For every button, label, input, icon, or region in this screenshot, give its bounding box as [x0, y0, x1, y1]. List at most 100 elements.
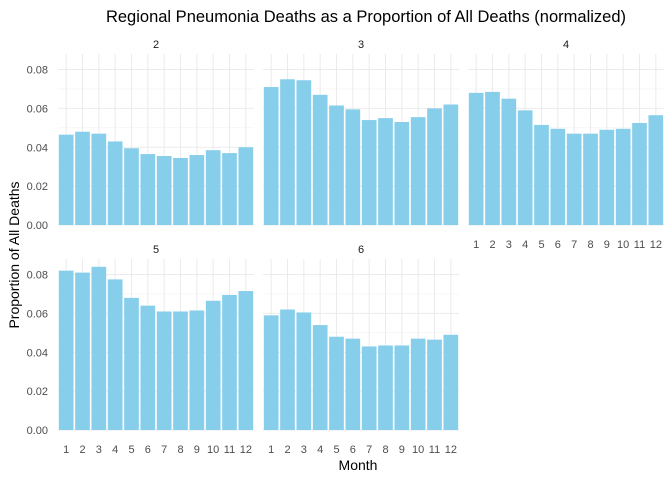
y-tick-label: 0.08 — [27, 65, 48, 77]
x-tick-label: 4 — [317, 444, 323, 456]
bar-4-month-1 — [468, 92, 484, 225]
bar-3-month-1 — [263, 87, 279, 225]
bar-2-month-3 — [91, 133, 107, 225]
bar-5-month-5 — [124, 297, 139, 430]
panel-background — [263, 54, 459, 225]
bar-4-month-12 — [648, 115, 664, 225]
x-tick-label: 1 — [63, 444, 69, 456]
x-tick-label: 2 — [284, 444, 290, 456]
bar-6-month-10 — [410, 338, 426, 430]
bar-6-month-4 — [312, 325, 328, 430]
x-tick-label: 7 — [571, 239, 577, 251]
bar-5-month-7 — [156, 311, 172, 430]
x-tick-label: 6 — [145, 444, 151, 456]
x-tick-label: 1 — [473, 239, 479, 251]
x-tick-label: 5 — [333, 444, 339, 456]
x-tick-label: 3 — [301, 444, 307, 456]
bar-6-month-2 — [280, 309, 295, 430]
chart-title: Regional Pneumonia Deaths as a Proportio… — [106, 8, 626, 26]
y-tick-label: 0.02 — [27, 181, 48, 193]
x-tick-label: 11 — [224, 444, 235, 456]
facet-panel-5: 50.000.020.040.060.081 2 3 4 5 6 7 8 9 10 11 12 — [27, 244, 254, 456]
x-tick-label: 10 — [617, 239, 629, 251]
bar-6-month-1 — [263, 315, 279, 430]
bar-5-month-11 — [222, 294, 237, 430]
x-axis-title: Month — [339, 457, 378, 473]
bar-3-month-7 — [361, 120, 377, 225]
bar-6-month-9 — [394, 345, 410, 430]
bar-6-month-3 — [296, 312, 312, 430]
bar-3-month-9 — [394, 122, 410, 225]
y-tick-label: 0.04 — [27, 347, 48, 359]
facet-panel-2: 2 0.00 0.02 0.04 0.06 0.08 — [27, 39, 254, 232]
bar-3-month-12 — [443, 104, 459, 225]
x-tick-label: 10 — [207, 444, 219, 456]
bar-5-month-4 — [107, 279, 123, 430]
bar-5-month-2 — [75, 272, 90, 430]
bar-4-month-7 — [566, 133, 582, 225]
bar-6-month-8 — [378, 345, 393, 430]
bar-2-month-1 — [58, 134, 74, 225]
bar-6-month-7 — [361, 346, 377, 430]
bar-5-month-1 — [58, 270, 74, 430]
y-tick-label: 0.08 — [27, 270, 48, 282]
bar-6-month-6 — [345, 338, 361, 430]
x-tick-label: 12 — [445, 444, 457, 456]
x-tick-label: 11 — [634, 239, 645, 251]
x-tick-label: 9 — [604, 239, 610, 251]
bar-6-month-12 — [443, 334, 459, 430]
bar-2-month-6 — [140, 154, 156, 225]
bar-3-month-5 — [329, 105, 344, 225]
x-tick-label: 12 — [240, 444, 252, 456]
x-tick-label: 6 — [555, 239, 561, 251]
bar-4-month-9 — [599, 129, 615, 225]
bar-2-month-5 — [124, 148, 139, 225]
bar-2-month-11 — [222, 153, 237, 225]
bar-4-month-11 — [632, 122, 647, 225]
x-tick-label: 2 — [79, 444, 85, 456]
bar-5-month-6 — [140, 305, 156, 430]
x-tick-label: 12 — [650, 239, 662, 251]
facet-panel-6: 61 2 3 4 5 6 7 8 9 10 11 12 — [263, 244, 459, 456]
panel-background — [468, 54, 664, 225]
bar-4-month-5 — [534, 124, 549, 225]
bar-6-month-5 — [329, 336, 344, 430]
y-tick-label: 0.00 — [27, 425, 48, 437]
x-tick-label: 8 — [587, 239, 593, 251]
bar-2-month-8 — [173, 157, 188, 225]
bar-2-month-7 — [156, 156, 172, 225]
panel-background — [58, 54, 254, 225]
panel-background — [58, 259, 254, 430]
x-tick-label: 5 — [128, 444, 134, 456]
bar-5-month-12 — [238, 291, 254, 430]
facet-strip-label: 2 — [153, 39, 159, 51]
bar-3-month-10 — [410, 117, 426, 225]
x-tick-label: 9 — [194, 444, 200, 456]
bar-3-month-3 — [296, 80, 312, 225]
x-tick-label: 8 — [382, 444, 388, 456]
bar-4-month-10 — [615, 128, 631, 225]
y-tick-label: 0.02 — [27, 386, 48, 398]
x-tick-label: 4 — [522, 239, 528, 251]
y-tick-label: 0.06 — [27, 103, 48, 115]
x-tick-label: 7 — [161, 444, 167, 456]
bar-4-month-2 — [485, 91, 500, 225]
bar-5-month-9 — [189, 310, 205, 430]
bar-3-month-11 — [427, 108, 442, 225]
bar-2-month-10 — [205, 150, 221, 225]
facet-strip-label: 4 — [563, 39, 569, 51]
facet-panel-3: 3 — [263, 39, 459, 226]
y-tick-label: 0.06 — [27, 308, 48, 320]
x-tick-label: 10 — [412, 444, 424, 456]
panel-background — [263, 259, 459, 430]
bar-3-month-8 — [378, 118, 393, 226]
y-axis-title: Proportion of All Deaths — [6, 181, 22, 328]
bar-3-month-4 — [312, 94, 328, 225]
facet-panel-4: 41 2 3 4 5 6 7 8 9 10 11 12 — [468, 39, 664, 251]
bar-4-month-3 — [501, 98, 517, 225]
bar-4-month-8 — [583, 133, 598, 225]
x-tick-label: 11 — [429, 444, 440, 456]
x-tick-label: 3 — [96, 444, 102, 456]
